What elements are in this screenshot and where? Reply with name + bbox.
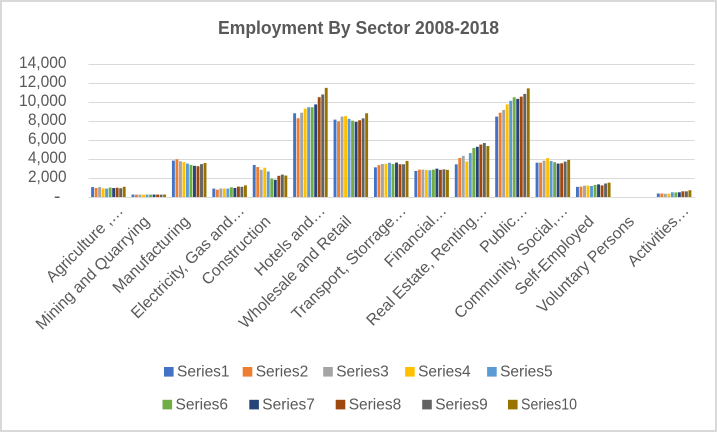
svg-text:Series7: Series7 — [262, 396, 315, 413]
svg-text:10,000: 10,000 — [19, 92, 67, 110]
svg-text:Employment By Sector 2008-2018: Employment By Sector 2008-2018 — [218, 17, 499, 38]
svg-text:Series1: Series1 — [177, 364, 230, 381]
svg-text:Series3: Series3 — [336, 364, 389, 381]
svg-text:4,000: 4,000 — [28, 149, 67, 167]
svg-text:Series4: Series4 — [418, 364, 471, 381]
svg-text:14,000: 14,000 — [19, 54, 67, 72]
svg-text:Series9: Series9 — [435, 396, 488, 413]
svg-text:Series6: Series6 — [176, 396, 229, 413]
svg-text:2,000: 2,000 — [28, 168, 67, 186]
svg-text:12,000: 12,000 — [19, 73, 67, 91]
svg-text:6,000: 6,000 — [28, 130, 67, 148]
svg-text:Series2: Series2 — [256, 364, 309, 381]
svg-text:Series10: Series10 — [521, 396, 577, 413]
svg-text:8,000: 8,000 — [28, 111, 67, 129]
svg-text:Series5: Series5 — [500, 364, 553, 381]
svg-text:Series8: Series8 — [349, 396, 402, 413]
